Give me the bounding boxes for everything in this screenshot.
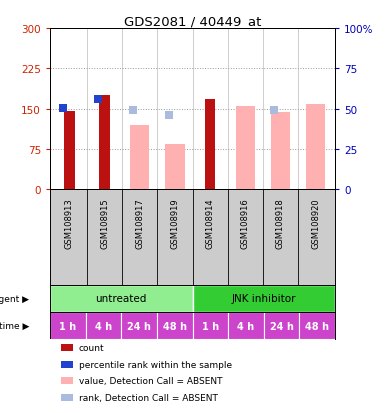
Text: untreated: untreated: [95, 294, 147, 304]
Bar: [264, 312, 300, 339]
Bar: [165, 144, 184, 190]
Bar: [64, 112, 75, 190]
Bar: [130, 126, 149, 190]
Text: 1 h: 1 h: [59, 321, 76, 331]
Text: GSM108918: GSM108918: [276, 197, 285, 248]
Text: GSM108919: GSM108919: [171, 197, 179, 248]
Text: GSM108913: GSM108913: [65, 197, 74, 248]
Text: 24 h: 24 h: [270, 321, 293, 331]
Bar: [306, 105, 325, 190]
Bar: [50, 312, 85, 339]
Text: GSM108916: GSM108916: [241, 197, 250, 248]
Bar: [121, 312, 157, 339]
Text: GSM108915: GSM108915: [100, 197, 109, 248]
Text: value, Detection Call = ABSENT: value, Detection Call = ABSENT: [79, 377, 222, 386]
Text: GSM108917: GSM108917: [135, 197, 144, 248]
Title: GDS2081 / 40449_at: GDS2081 / 40449_at: [124, 15, 261, 28]
Text: 4 h: 4 h: [95, 321, 112, 331]
Bar: [99, 96, 110, 190]
Text: 48 h: 48 h: [163, 321, 187, 331]
Text: time ▶: time ▶: [0, 321, 29, 330]
Bar: [192, 312, 228, 339]
Bar: [271, 113, 290, 190]
Bar: [62, 361, 73, 368]
Text: 4 h: 4 h: [238, 321, 254, 331]
Text: rank, Detection Call = ABSENT: rank, Detection Call = ABSENT: [79, 393, 218, 402]
Text: 1 h: 1 h: [202, 321, 219, 331]
Text: agent ▶: agent ▶: [0, 294, 29, 303]
Bar: [62, 377, 73, 385]
Bar: [192, 285, 335, 312]
Text: 24 h: 24 h: [127, 321, 151, 331]
Text: GSM108920: GSM108920: [311, 197, 320, 248]
Text: GSM108914: GSM108914: [206, 197, 214, 248]
Bar: [50, 285, 192, 312]
Bar: [62, 394, 73, 401]
Text: percentile rank within the sample: percentile rank within the sample: [79, 360, 232, 369]
Text: count: count: [79, 343, 104, 352]
Bar: [300, 312, 335, 339]
Bar: [236, 107, 255, 190]
Bar: [205, 100, 215, 190]
Bar: [62, 344, 73, 351]
Bar: [228, 312, 264, 339]
Text: JNK inhibitor: JNK inhibitor: [231, 294, 296, 304]
Text: 48 h: 48 h: [305, 321, 329, 331]
Bar: [157, 312, 192, 339]
Bar: [85, 312, 121, 339]
